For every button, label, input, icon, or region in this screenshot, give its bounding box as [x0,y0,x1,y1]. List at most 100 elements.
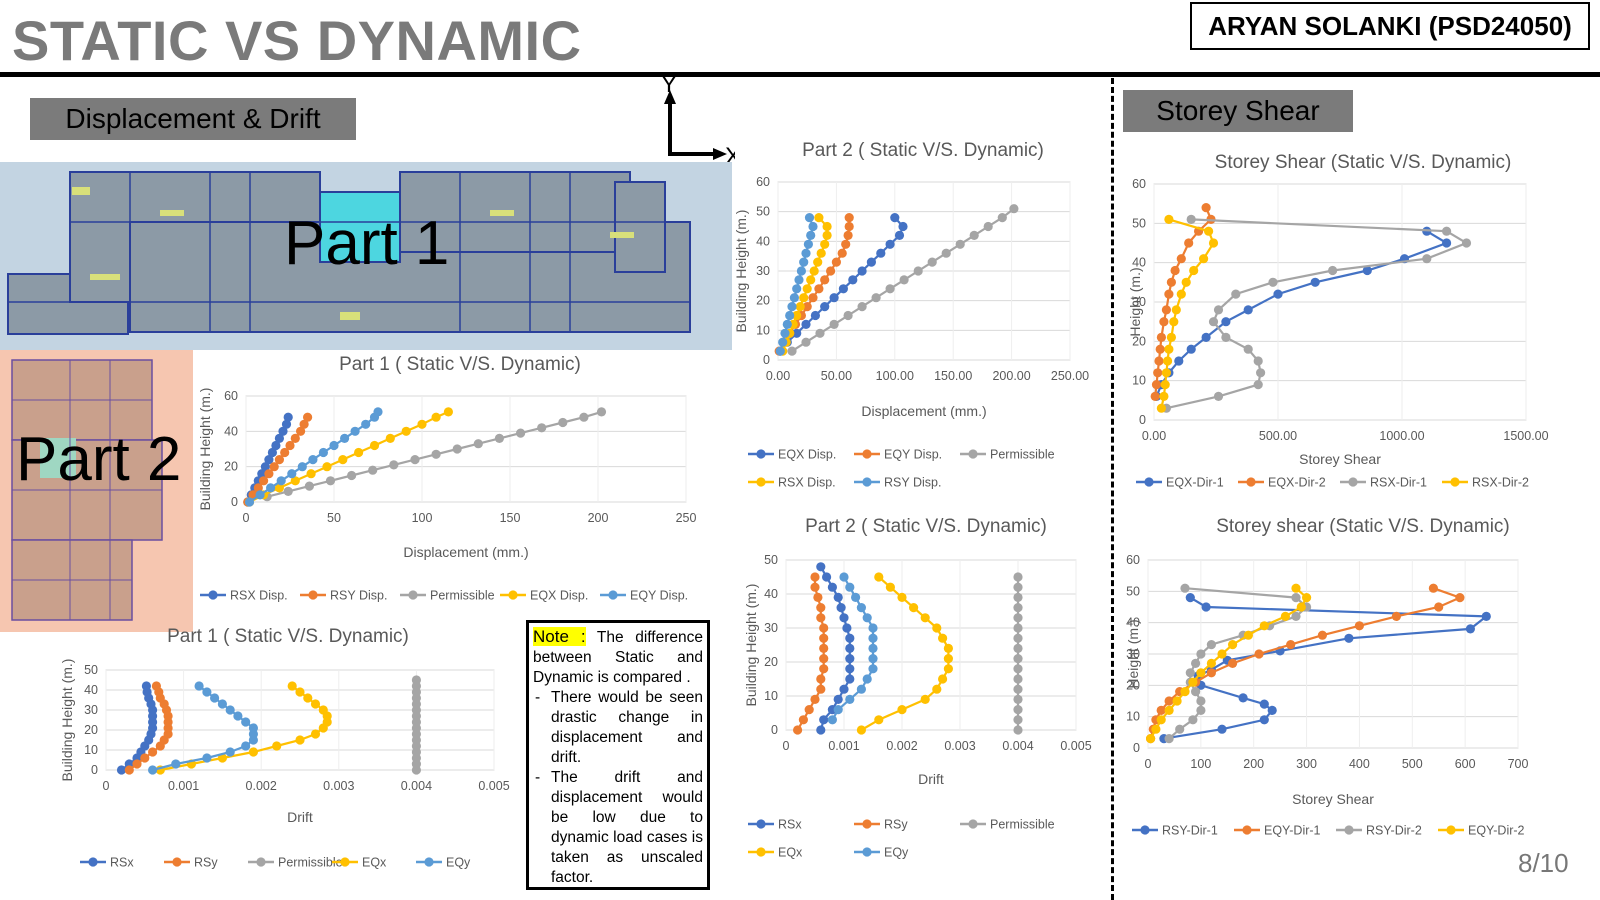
y-tick-label: 50 [1132,216,1146,230]
y-tick-label: 50 [84,663,98,677]
data-point [803,239,813,249]
data-point [844,213,854,223]
x-tick-label: 700 [1508,757,1529,771]
data-point [819,664,829,674]
data-point [801,319,811,329]
data-point [1213,391,1224,401]
y-tick-label: 10 [756,323,770,337]
data-point [839,613,849,623]
data-point [494,433,504,443]
y-tick-label: 30 [84,703,98,717]
data-point [1196,649,1206,659]
series-line [160,685,329,772]
data-point [1013,715,1023,725]
section-header-storey-shear: Storey Shear [1123,90,1353,132]
legend-label: EQX-Dir-2 [1268,476,1326,490]
data-point [836,603,846,613]
y-axis-letter: Y [661,76,677,98]
x-tick-label: 250.00 [1051,369,1089,383]
data-point [1172,696,1182,706]
data-point [260,462,270,472]
y-tick-label: 0 [771,723,778,737]
data-point [826,266,836,276]
data-point [1156,705,1166,715]
data-point [1204,226,1214,236]
data-point [596,407,607,417]
data-point [802,284,812,294]
data-point [1164,734,1174,744]
data-point [1317,630,1327,640]
x-axis-letter: X [725,143,735,168]
y-axis-label: Building Height (m.) [197,388,213,511]
data-point [1296,602,1306,612]
data-point [310,729,321,739]
x-axis-label: Displacement (mm.) [403,544,528,560]
data-point [278,426,288,436]
data-point [813,257,823,267]
data-point [848,275,858,285]
data-point [796,266,806,276]
data-point [1259,715,1269,725]
data-point [856,725,866,735]
data-point [1208,317,1219,327]
data-point [1208,238,1219,248]
note-intro: The difference between Static and Dynami… [533,629,703,686]
data-point [792,328,802,338]
data-point [1434,602,1444,612]
data-point [310,699,321,709]
data-point [793,725,803,735]
data-point [842,623,852,633]
data-point [1201,332,1211,342]
data-point [347,470,357,481]
data-point [431,449,441,459]
legend-marker [862,477,872,487]
data-point [283,486,293,496]
y-tick-label: 20 [1126,678,1140,692]
data-point [431,412,441,422]
legend-marker [1140,825,1150,835]
data-point [801,248,811,258]
data-point [1196,705,1206,715]
data-point [1422,254,1432,264]
data-point [890,213,900,223]
x-tick-label: 150 [500,511,521,525]
data-point [819,654,829,664]
data-point [1302,593,1312,603]
data-point [1188,715,1198,725]
data-point [938,633,948,643]
data-point [801,337,811,347]
data-point [1013,674,1023,684]
chart-title: Part 1 ( Static V/S. Dynamic) [339,354,581,375]
data-point [141,681,151,691]
data-point [1161,305,1171,315]
data-point [1156,715,1166,725]
data-point [808,221,818,232]
data-point [1442,226,1452,236]
data-point [244,497,255,507]
data-point [819,623,829,633]
legend-marker [1246,477,1256,487]
legend-marker [208,590,218,600]
data-point [920,613,930,623]
x-tick-label: 0.005 [1060,739,1091,753]
x-tick-label: 0.002 [886,739,917,753]
y-tick-label: 30 [764,621,778,635]
data-point [299,419,309,429]
legend-marker [1348,477,1358,487]
data-point [838,284,848,294]
data-point [820,302,830,312]
data-point [579,412,589,422]
legend-label: EQY Disp. [630,589,688,603]
data-point [1206,640,1216,650]
data-point [296,426,306,436]
data-point [829,293,839,303]
floor-plan-2-drawing [11,359,163,621]
y-tick-label: 20 [84,723,98,737]
data-point [1206,668,1216,678]
data-point [794,275,804,285]
data-point [833,592,843,602]
data-point [1217,649,1227,659]
data-point [876,248,886,258]
legend-marker [1144,477,1154,487]
legend-marker [862,847,872,857]
